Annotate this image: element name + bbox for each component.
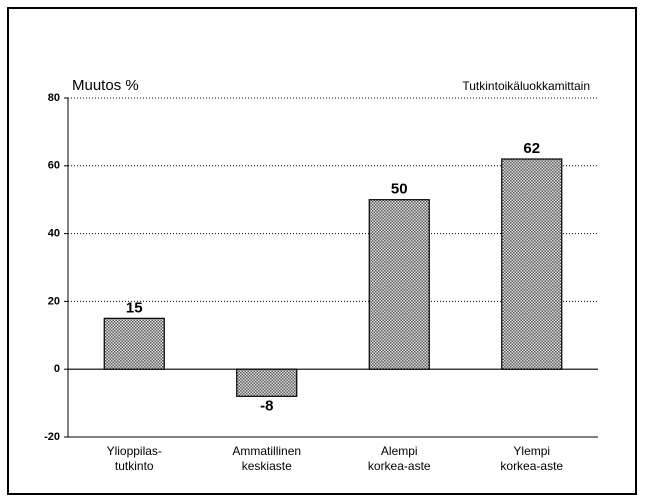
y-tick-label: 80	[48, 92, 60, 104]
bar	[236, 368, 298, 397]
bar	[103, 317, 165, 370]
bar	[368, 199, 430, 370]
y-tick-label: 60	[48, 160, 60, 172]
frame	[7, 7, 637, 495]
y-axis-label: Muutos %	[72, 77, 139, 94]
y-tick-label: 0	[54, 363, 60, 375]
subtitle: Tutkintoikäluokkamittain	[462, 79, 590, 93]
y-tick-label: -20	[44, 431, 60, 443]
x-tick-label: Ammatillinen keskiaste	[232, 444, 302, 473]
x-tick-label: Ylioppilas- tutkinto	[106, 444, 162, 473]
x-tick-label: Alempi korkea-aste	[367, 444, 431, 473]
value-label: -8	[260, 397, 273, 414]
bar	[501, 158, 563, 370]
y-tick-label: 40	[48, 228, 60, 240]
value-label: 62	[523, 140, 540, 157]
x-tick-label: Ylempi korkea-aste	[500, 444, 564, 473]
value-label: 50	[391, 181, 408, 198]
y-tick-label: 20	[48, 295, 60, 307]
value-label: 15	[126, 299, 143, 316]
